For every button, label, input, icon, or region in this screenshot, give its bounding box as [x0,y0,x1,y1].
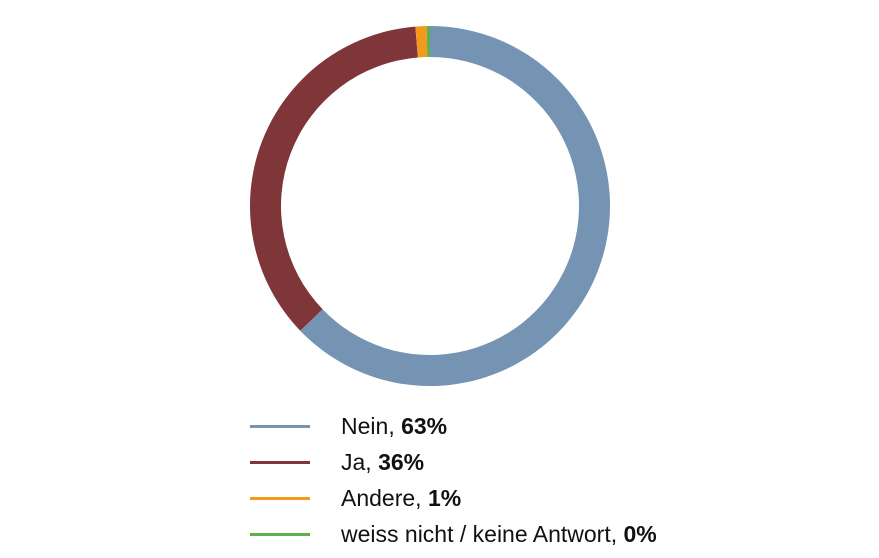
donut-slice-andere [415,26,428,58]
legend-text-weiss-nicht: weiss nicht / keine Antwort, 0% [341,521,657,547]
legend-swatch-andere [250,497,310,500]
legend-label-andere: Andere [341,485,416,511]
legend-value-nein: 63% [401,413,448,439]
legend-swatch-weiss-nicht [250,533,310,536]
legend-value-ja: 36% [378,449,425,475]
legend-item-andere: Andere, 1% [250,480,810,516]
donut-slices [250,26,610,386]
legend: Nein, 63% Ja, 36% Andere, 1% weiss nicht… [250,408,810,552]
legend-label-nein: Nein [341,413,389,439]
donut-slice-weiss-nicht-keine-antwort [426,26,430,58]
donut-slice-ja [250,26,418,331]
legend-text-nein: Nein, 63% [341,413,448,439]
donut-slice-nein [300,26,610,386]
donut-chart [250,26,610,386]
legend-item-weiss-nicht: weiss nicht / keine Antwort, 0% [250,516,810,552]
legend-value-weiss-nicht: 0% [623,521,657,547]
legend-value-andere: 1% [427,485,462,511]
legend-label-ja: Ja [341,449,366,475]
legend-item-nein: Nein, 63% [250,408,810,444]
legend-swatch-nein [250,425,310,428]
legend-text-ja: Ja, 36% [341,449,425,475]
legend-text-andere: Andere, 1% [341,485,462,511]
legend-item-ja: Ja, 36% [250,444,810,480]
legend-swatch-ja [250,461,310,464]
legend-label-weiss-nicht: weiss nicht / keine Antwort [341,521,611,547]
